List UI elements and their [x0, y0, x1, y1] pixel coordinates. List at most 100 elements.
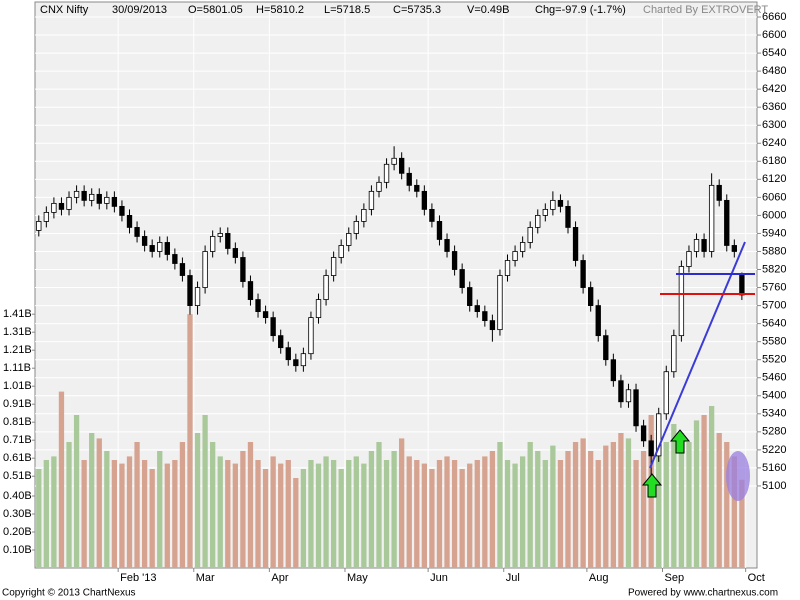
volume-bar — [104, 450, 110, 568]
volume-bar — [535, 450, 541, 568]
volume-bar — [134, 441, 140, 568]
volume-bar — [701, 414, 707, 568]
x-tick-label: Apr — [271, 572, 288, 584]
candle-body — [293, 359, 299, 367]
y-tick-label: 6660 — [762, 11, 786, 23]
grid — [35, 8, 757, 568]
candle-body — [376, 181, 382, 192]
candle-body — [686, 251, 692, 267]
volume-bar — [391, 450, 397, 568]
candle-body — [542, 208, 548, 216]
y-tick-label: 6120 — [762, 173, 786, 185]
volume-bar — [225, 459, 231, 568]
candle-body — [399, 157, 405, 174]
volume-bar — [376, 441, 382, 568]
volume-bar — [436, 459, 443, 568]
candle-body — [618, 380, 624, 403]
volume-bar — [640, 450, 647, 568]
x-tick-label: Oct — [748, 572, 765, 584]
marks — [36, 146, 745, 568]
candle-body — [406, 172, 412, 186]
y2-tick-label: 1.31B — [3, 326, 32, 338]
candle-body — [157, 242, 163, 252]
candle-body — [474, 305, 480, 312]
y-tick-label: 5280 — [762, 426, 786, 438]
candle-body — [527, 227, 533, 243]
candle-body — [459, 269, 465, 288]
y-tick-label: 5100 — [762, 480, 786, 492]
candle-body — [497, 275, 503, 331]
trend-line — [649, 241, 746, 469]
volume-bar — [383, 459, 390, 568]
credit: Charted By EXTROVERT — [643, 4, 768, 16]
volume-bar — [467, 463, 473, 568]
volume-bar — [247, 441, 254, 568]
volume-bar — [43, 459, 49, 568]
volume-bar — [731, 456, 737, 568]
footer: Copyright © 2013 ChartNexus — [2, 588, 136, 599]
volume-bar — [194, 432, 201, 568]
candle-body — [36, 221, 42, 231]
x-tick-label: Jul — [506, 572, 520, 584]
volume-bar — [421, 463, 427, 568]
candle-body — [519, 242, 526, 252]
volume-bar — [572, 441, 579, 568]
candle-body — [436, 221, 443, 240]
volume-bar — [588, 450, 594, 568]
volume-bar — [66, 441, 72, 568]
volume-bar — [580, 438, 586, 568]
y2-tick-label: 0.71B — [3, 434, 32, 446]
stat: Chg=-97.9 (-1.7%) — [535, 4, 626, 16]
candle-body — [149, 245, 155, 252]
candle-body — [247, 281, 254, 300]
y2-tick-label: 0.51B — [3, 470, 32, 482]
volume-bar — [58, 391, 65, 568]
stat: O=5801.05 — [188, 4, 243, 16]
volume-bar — [361, 463, 367, 568]
y2-tick-label: 1.11B — [3, 362, 31, 374]
annotations — [641, 241, 755, 501]
volume-bar — [179, 441, 186, 568]
candle-body — [550, 199, 556, 210]
y-tick-label: 5520 — [762, 354, 786, 366]
volume-bar — [51, 456, 57, 568]
candle-body — [315, 299, 322, 319]
volume-bar — [550, 445, 556, 568]
candle-body — [383, 163, 390, 183]
y2-tick-label: 1.01B — [3, 380, 32, 392]
volume-bar — [406, 456, 412, 568]
candle-body — [656, 413, 662, 457]
volume-bar — [686, 441, 692, 568]
volume-bar — [724, 441, 730, 568]
volume-bar — [444, 456, 450, 568]
candle-body — [323, 275, 329, 300]
candle-body — [731, 245, 737, 252]
volume-bar — [451, 459, 458, 568]
volume-bar — [164, 463, 170, 568]
volume-bar — [519, 456, 526, 568]
y2-tick-label: 0.40B — [3, 490, 32, 502]
volume-bar — [285, 459, 291, 568]
volume-bar — [232, 463, 238, 568]
candle-body — [595, 305, 601, 337]
volume-bar — [73, 414, 80, 568]
volume-bar — [172, 459, 178, 568]
stat: V=0.49B — [467, 4, 510, 16]
candle-body — [346, 233, 352, 246]
candle-body — [255, 299, 261, 312]
date: 30/09/2013 — [112, 4, 167, 16]
volume-bar — [565, 450, 571, 568]
volume-bar — [399, 438, 405, 568]
candle-body — [557, 199, 564, 207]
y-tick-label: 5340 — [762, 408, 786, 420]
candle-body — [73, 190, 80, 198]
candle-body — [353, 221, 359, 234]
candle-body — [134, 227, 140, 237]
volume-bar — [504, 459, 511, 568]
volume-bar — [293, 477, 299, 568]
candle-body — [270, 317, 276, 337]
candle-body — [633, 389, 639, 427]
candle-body — [119, 205, 125, 216]
candle-body — [451, 251, 458, 270]
